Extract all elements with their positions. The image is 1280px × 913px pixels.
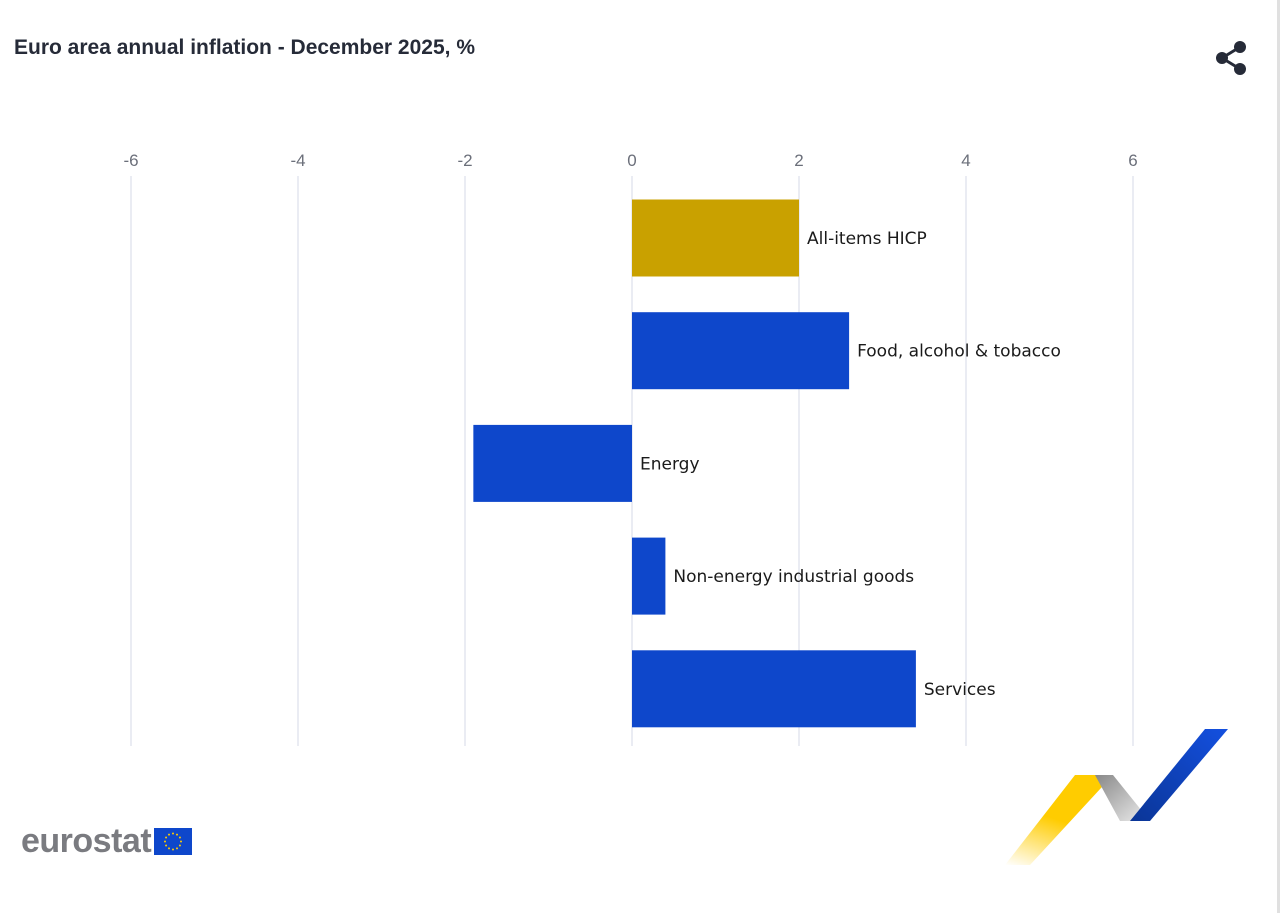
x-tick-label: -2 [457, 151, 472, 170]
chart-title: Euro area annual inflation - December 20… [14, 36, 475, 59]
eurostat-logo: eurostat [21, 822, 193, 861]
bar-label: All-items HICP [807, 229, 927, 249]
bar-label: Non-energy industrial goods [673, 567, 914, 587]
decorative-ribbon-graphic [1005, 729, 1228, 865]
bar [632, 199, 799, 277]
x-tick-label: 2 [794, 151, 803, 170]
scrollbar-edge [1277, 0, 1280, 913]
logo-text: eurostat [21, 822, 152, 860]
bar-label: Food, alcohol & tobacco [857, 342, 1061, 362]
eu-flag-icon [154, 828, 193, 855]
bar-label: Energy [640, 454, 700, 474]
bar [632, 650, 916, 728]
bar-label: Services [924, 680, 996, 700]
bar [473, 424, 632, 502]
share-icon[interactable] [1212, 40, 1250, 76]
x-tick-label: 0 [627, 151, 636, 170]
x-tick-label: 4 [961, 151, 970, 170]
bar [632, 312, 850, 390]
x-tick-label: 6 [1128, 151, 1137, 170]
x-tick-label: -4 [290, 151, 305, 170]
x-tick-label: -6 [123, 151, 138, 170]
bar [632, 537, 666, 615]
